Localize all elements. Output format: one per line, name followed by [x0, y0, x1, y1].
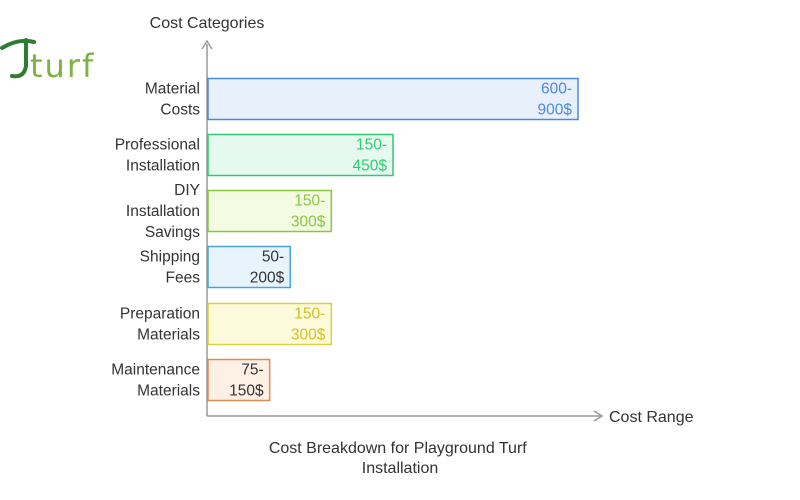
category-label: DIY Installation Savings	[126, 182, 200, 241]
bars-group: Material Costs 600-900$ Professional Install…	[111, 77, 579, 402]
bar-material-costs	[207, 77, 579, 121]
category-label: Maintenance Materials	[111, 362, 200, 400]
logo-swoosh-icon	[0, 38, 36, 79]
category-label: Professional Installation	[115, 137, 200, 175]
bar-diy-installation-savings	[207, 189, 333, 233]
bar-shipping-fees	[207, 245, 291, 289]
category-label: Preparation Materials	[120, 306, 200, 344]
chart-title-line-2: Installation	[362, 460, 439, 477]
x-axis-title: Cost Range	[609, 409, 694, 426]
chart-title-line-1: Cost Breakdown for Playground Turf	[269, 440, 527, 457]
data-label: 50-200$	[250, 249, 285, 287]
jturf-logo: turf	[0, 26, 120, 82]
category-label: Material Costs	[145, 81, 200, 119]
x-axis-arrow	[593, 410, 604, 422]
data-label: 75-150$	[229, 362, 264, 400]
axes	[201, 39, 604, 422]
category-label: Shipping Fees	[140, 249, 201, 287]
chart-title: Cost Breakdown for Playground Turf Insta…	[269, 440, 531, 477]
logo-text: turf	[30, 47, 96, 85]
data-label: 150-450$	[353, 137, 388, 175]
data-label: 600-900$	[538, 81, 573, 119]
bar-professional-installation	[207, 133, 394, 177]
bar-preparation-materials	[207, 302, 333, 346]
y-axis-title: Cost Categories	[150, 15, 265, 32]
data-label: 150-300$	[291, 193, 326, 231]
data-label: 150-300$	[291, 306, 326, 344]
bar-maintenance-materials	[207, 358, 271, 402]
y-axis-arrow	[201, 39, 213, 50]
